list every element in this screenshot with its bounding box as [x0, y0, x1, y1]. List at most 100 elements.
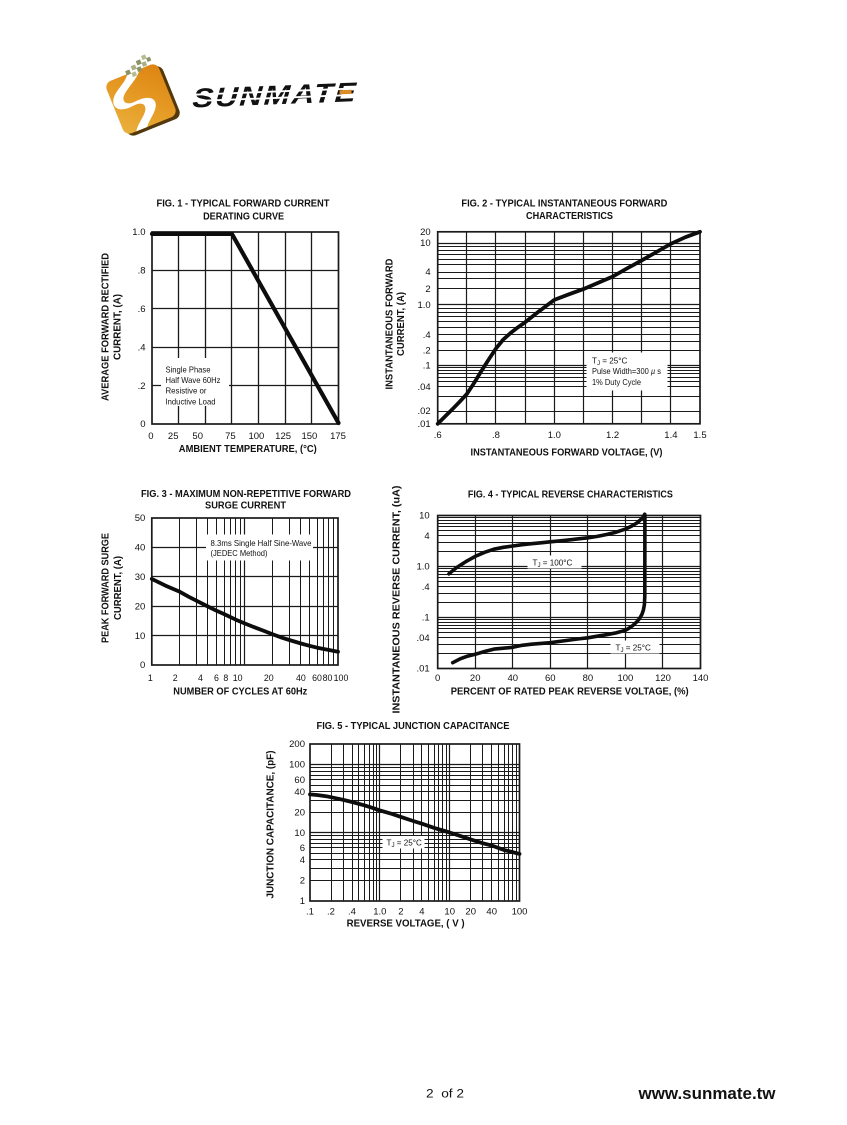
svg-text:JUNCTION CAPACITANCE, (pF): JUNCTION CAPACITANCE, (pF)	[266, 751, 277, 899]
svg-text:CURRENT, (A): CURRENT, (A)	[113, 556, 124, 620]
svg-text:30: 30	[135, 572, 146, 583]
svg-text:60: 60	[294, 775, 305, 786]
svg-text:40: 40	[296, 673, 306, 683]
svg-text:4: 4	[424, 531, 429, 542]
svg-text:20: 20	[264, 673, 274, 683]
svg-text:.8: .8	[138, 266, 146, 277]
svg-text:1.2: 1.2	[606, 430, 619, 441]
svg-text:www.sunmate.tw: www.sunmate.tw	[638, 1084, 777, 1103]
svg-text:10: 10	[233, 673, 243, 683]
svg-text:6: 6	[214, 673, 219, 683]
svg-text:.1: .1	[423, 360, 431, 371]
svg-text:FIG. 3 - MAXIMUM NON-REPETITIV: FIG. 3 - MAXIMUM NON-REPETITIVE FORWARD	[141, 489, 351, 500]
svg-text:PERCENT OF RATED PEAK REVERSE: PERCENT OF RATED PEAK REVERSE VOLTAGE, (…	[451, 687, 689, 698]
svg-text:150: 150	[301, 431, 317, 442]
svg-text:4: 4	[198, 673, 203, 683]
svg-text:20: 20	[294, 807, 305, 818]
svg-text:1: 1	[148, 673, 153, 683]
svg-text:6: 6	[300, 843, 305, 854]
svg-text:4: 4	[419, 907, 424, 918]
svg-text:10: 10	[419, 511, 430, 522]
svg-text:10: 10	[444, 907, 455, 918]
svg-text:1.0: 1.0	[132, 227, 145, 238]
svg-text:2: 2	[173, 673, 178, 683]
svg-text:.2: .2	[138, 381, 146, 392]
svg-text:TJ = 25°C: TJ = 25°C	[616, 644, 652, 655]
svg-text:40: 40	[135, 543, 146, 554]
svg-text:40: 40	[294, 787, 305, 798]
svg-text:1.0: 1.0	[416, 562, 429, 573]
svg-text:20: 20	[420, 227, 431, 238]
svg-text:CHARACTERISTICS: CHARACTERISTICS	[526, 211, 613, 222]
svg-text:1.5: 1.5	[693, 430, 706, 441]
svg-text:CURRENT, (A): CURRENT, (A)	[113, 294, 124, 360]
svg-text:120: 120	[655, 673, 671, 684]
svg-text:40: 40	[486, 907, 497, 918]
svg-text:100: 100	[248, 431, 264, 442]
svg-text:TJ = 25°C: TJ = 25°C	[387, 839, 423, 850]
svg-text:INSTANTANEOUS FORWARD: INSTANTANEOUS FORWARD	[384, 259, 395, 390]
svg-text:10: 10	[135, 631, 146, 642]
svg-text:100: 100	[289, 760, 305, 771]
svg-text:20: 20	[465, 907, 476, 918]
svg-text:Resistive or: Resistive or	[166, 387, 207, 396]
svg-text:4: 4	[300, 855, 305, 866]
svg-text:TJ = 25°C: TJ = 25°C	[592, 357, 628, 368]
svg-text:AVERAGE FORWARD RECTIFIED: AVERAGE FORWARD RECTIFIED	[101, 253, 112, 401]
svg-text:0: 0	[140, 660, 145, 671]
svg-text:.4: .4	[138, 342, 146, 353]
svg-text:100: 100	[512, 907, 528, 918]
svg-text:INSTANTANEOUS FORWARD VOLTAGE,: INSTANTANEOUS FORWARD VOLTAGE, (V)	[471, 448, 663, 459]
svg-text:FIG. 2 - TYPICAL INSTANTANEOUS: FIG. 2 - TYPICAL INSTANTANEOUS FORWARD	[461, 199, 667, 210]
svg-text:50: 50	[135, 513, 146, 524]
svg-text:50: 50	[192, 431, 203, 442]
svg-text:4: 4	[425, 267, 430, 278]
svg-text:20: 20	[135, 601, 146, 612]
svg-text:1% Duty Cycle: 1% Duty Cycle	[592, 378, 641, 387]
svg-text:140: 140	[693, 673, 709, 684]
svg-text:FIG. 5 - TYPICAL JUNCTION CAPA: FIG. 5 - TYPICAL JUNCTION CAPACITANCE	[317, 721, 510, 732]
svg-text:20: 20	[470, 673, 481, 684]
svg-text:SUNMATE: SUNMATE	[192, 76, 359, 113]
svg-text:DERATING CURVE: DERATING CURVE	[203, 212, 284, 223]
svg-text:8.3ms Single Half Sine-Wave: 8.3ms Single Half Sine-Wave	[211, 539, 312, 548]
svg-text:.6: .6	[434, 430, 442, 441]
svg-text:.4: .4	[423, 330, 431, 341]
svg-text:60: 60	[312, 673, 322, 683]
svg-text:.2: .2	[327, 907, 335, 918]
svg-text:1.0: 1.0	[417, 300, 430, 311]
svg-text:.8: .8	[492, 430, 500, 441]
svg-text:100: 100	[334, 673, 349, 683]
svg-text:.4: .4	[348, 907, 356, 918]
svg-text:0: 0	[140, 419, 145, 430]
svg-text:0: 0	[435, 673, 440, 684]
svg-text:175: 175	[330, 431, 346, 442]
svg-text:75: 75	[225, 431, 236, 442]
svg-text:PEAK FORWARD SURGE: PEAK FORWARD SURGE	[101, 533, 112, 643]
svg-text:INSTANTANEOUS REVERSE CURRENT,: INSTANTANEOUS REVERSE CURRENT, (uA)	[392, 486, 403, 714]
svg-text:40: 40	[508, 673, 519, 684]
svg-text:.01: .01	[416, 664, 429, 675]
svg-text:2: 2	[425, 284, 430, 295]
svg-text:AMBIENT TEMPERATURE, (°C): AMBIENT TEMPERATURE, (°C)	[179, 444, 317, 455]
svg-text:.4: .4	[422, 582, 430, 593]
svg-text:10: 10	[420, 238, 431, 249]
svg-text:Pulse Width=300 µ s: Pulse Width=300 µ s	[592, 367, 661, 376]
svg-text:125: 125	[275, 431, 291, 442]
svg-text:60: 60	[545, 673, 556, 684]
svg-text:TJ = 100°C: TJ = 100°C	[533, 559, 573, 570]
svg-text:SURGE CURRENT: SURGE CURRENT	[205, 501, 286, 512]
svg-text:.04: .04	[417, 382, 430, 393]
svg-text:.04: .04	[416, 633, 429, 644]
svg-text:0: 0	[148, 431, 153, 442]
svg-text:2 of 2: 2 of 2	[426, 1089, 464, 1101]
svg-text:100: 100	[617, 673, 633, 684]
svg-text:2: 2	[398, 907, 403, 918]
svg-text:.2: .2	[423, 346, 431, 357]
svg-text:REVERSE VOLTAGE, ( V ): REVERSE VOLTAGE, ( V )	[347, 919, 465, 930]
svg-text:200: 200	[289, 739, 305, 750]
svg-text:.6: .6	[138, 304, 146, 315]
svg-text:.01: .01	[417, 419, 430, 430]
svg-text:FIG. 4 - TYPICAL REVERSE CHARA: FIG. 4 - TYPICAL REVERSE CHARACTERISTICS	[468, 490, 673, 501]
svg-text:Single Phase: Single Phase	[166, 366, 211, 375]
